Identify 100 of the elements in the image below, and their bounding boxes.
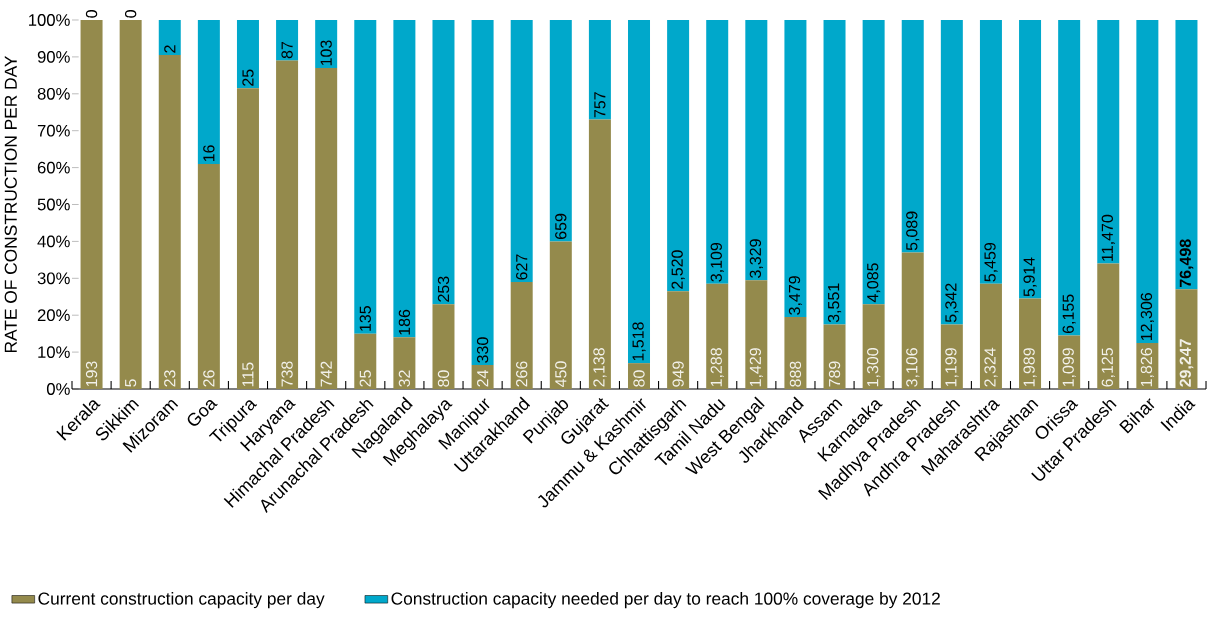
annotation: 3,329 (749, 239, 763, 278)
bar (119, 20, 142, 389)
bar (276, 20, 299, 61)
annotation: 266 (516, 361, 528, 387)
annotation: 80 (633, 370, 645, 387)
annotation: 5,089 (906, 211, 920, 251)
annotation: 25 (242, 69, 254, 86)
bar (549, 20, 572, 242)
annotation: 4,085 (867, 263, 881, 303)
annotation: 1,288 (710, 348, 724, 387)
bar (784, 317, 807, 389)
bar (354, 20, 377, 334)
annotation: 1,989 (1023, 348, 1037, 387)
bar (784, 20, 807, 318)
bar (706, 283, 729, 389)
annotation: 115 (242, 362, 254, 387)
annotation: 29,247 (1179, 339, 1194, 387)
y-tick-label: 70% (37, 124, 70, 137)
annotation: 23 (164, 370, 176, 387)
annotation: 3,551 (827, 283, 842, 323)
annotation: 26 (203, 370, 215, 387)
bar (745, 280, 768, 389)
bar (706, 20, 729, 284)
annotation: 3,109 (710, 242, 724, 282)
bar (1175, 20, 1198, 290)
annotation: 1,429 (749, 348, 763, 387)
bar (628, 20, 651, 364)
bar (393, 337, 416, 389)
bar (236, 88, 259, 389)
annotation: 11,470 (1101, 214, 1115, 261)
annotation: 135 (359, 306, 371, 331)
bar (1097, 263, 1120, 389)
bar (901, 20, 924, 253)
bar (745, 20, 768, 281)
bar (197, 163, 220, 389)
annotation: 738 (281, 361, 293, 387)
y-tick-label: 10% (38, 346, 70, 358)
bar (901, 252, 924, 389)
annotation: 0 (85, 10, 98, 18)
annotation: 87 (281, 42, 293, 59)
annotation: 25 (359, 370, 371, 387)
annotation: 627 (516, 254, 528, 280)
y-tick-label: 40% (37, 235, 70, 248)
bar (510, 281, 533, 389)
annotation: 5,459 (984, 242, 998, 282)
bar (471, 20, 494, 366)
bar (315, 67, 338, 389)
y-axis-title: RATE OF CONSTRUCTION PER DAY (4, 55, 17, 353)
y-tick-label: 60% (37, 161, 70, 174)
bar (354, 333, 377, 389)
y-tick-label: 100% (29, 14, 70, 26)
bar (1136, 20, 1159, 343)
bar (667, 291, 690, 389)
annotation: 16 (203, 145, 215, 162)
annotation: 1,518 (632, 322, 646, 361)
annotation: 103 (320, 40, 332, 66)
annotation: 5,342 (945, 283, 959, 323)
annotation: 2,324 (984, 347, 998, 387)
annotation: 450 (555, 361, 567, 388)
annotation: 330 (476, 337, 489, 363)
bar (276, 60, 299, 389)
y-tick-label: 50% (37, 198, 70, 211)
bar (1097, 20, 1120, 264)
bar (197, 20, 220, 164)
bar (236, 20, 259, 89)
annotation: 742 (320, 361, 332, 387)
annotation: 1,300 (867, 347, 881, 387)
bar (1019, 20, 1042, 299)
bar (823, 20, 846, 325)
y-tick-label: 90% (37, 51, 70, 63)
bar (862, 304, 885, 389)
y-tick-label: 0% (46, 383, 70, 395)
annotation: 1,099 (1062, 348, 1076, 387)
bar (823, 324, 846, 389)
bar (158, 20, 181, 56)
bar (471, 365, 494, 389)
y-tick-label: 80% (37, 87, 70, 100)
y-tick-label: 30% (37, 272, 70, 285)
annotation: 1,199 (945, 348, 959, 387)
annotation: 659 (555, 213, 567, 239)
bar (510, 20, 533, 282)
bar (80, 20, 103, 389)
bar (940, 324, 963, 389)
bar (432, 304, 455, 389)
bar (1058, 20, 1081, 336)
annotation: 6,125 (1101, 348, 1115, 387)
annotation: 1,826 (1140, 348, 1154, 387)
bar (588, 119, 611, 389)
y-tick-label: 20% (37, 309, 70, 322)
bar (158, 55, 181, 389)
annotation: 76,498 (1179, 239, 1194, 288)
bar (1019, 298, 1042, 389)
bar (549, 241, 572, 389)
bar (1175, 289, 1198, 389)
annotation: 80 (437, 370, 450, 387)
annotation: 888 (789, 361, 802, 387)
bar (588, 20, 611, 120)
annotation: 32 (398, 370, 411, 387)
annotation: 6,155 (1062, 294, 1076, 334)
annotation: 24 (477, 370, 489, 387)
